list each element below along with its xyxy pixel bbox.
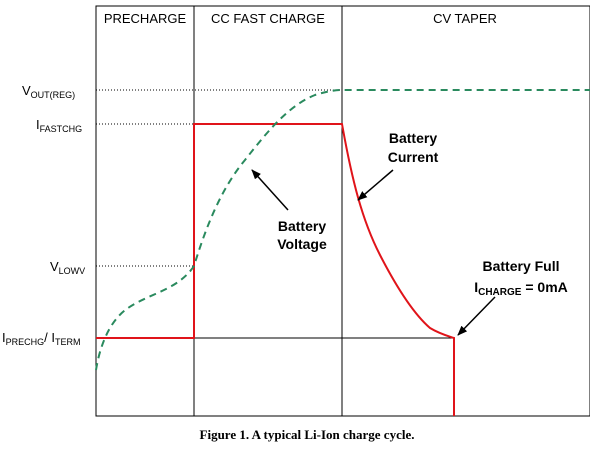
battery-full-annotation-arrow: [457, 296, 496, 336]
label-vout-reg: VOUT(REG): [22, 83, 75, 100]
current-annotation-arrow: [357, 169, 394, 201]
figure-caption: Figure 1. A typical Li-Ion charge cycle.: [200, 427, 415, 442]
label-iprechg-iterm: IPRECHG/ ITERM: [2, 330, 81, 347]
plot-frame: [95, 5, 590, 417]
phase-label-cc-fast-charge: CC FAST CHARGE: [211, 11, 325, 26]
phase-label-precharge: PRECHARGE: [104, 11, 187, 26]
battery-voltage-curve: [95, 89, 590, 371]
battery-current-curve: [96, 123, 455, 416]
label-ifastchg: IFASTCHG: [36, 117, 82, 134]
battery-full-annotation-line1: Battery Full: [482, 258, 559, 274]
phase-label-cv-taper: CV TAPER: [433, 11, 497, 26]
voltage-annotation-line1: Battery: [278, 218, 326, 234]
label-vlowv: VLOWV: [50, 259, 85, 276]
voltage-annotation-arrow: [251, 169, 289, 211]
current-annotation-line2: Current: [388, 149, 439, 165]
battery-full-annotation-line2: ICHARGE = 0mA: [474, 279, 568, 298]
voltage-annotation-line2: Voltage: [277, 236, 327, 252]
current-annotation-line1: Battery: [389, 130, 437, 146]
